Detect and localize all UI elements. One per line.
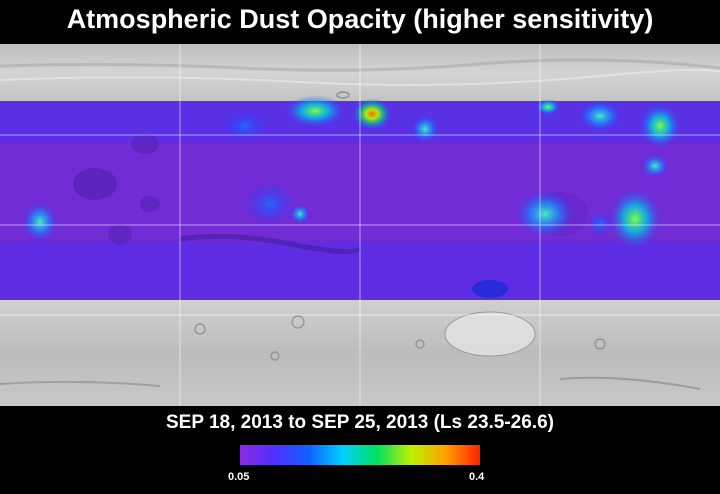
map-svg [0,44,720,406]
mars-dust-map [0,44,720,406]
page-title: Atmospheric Dust Opacity (higher sensiti… [66,4,654,34]
colorbar-min-label: 0.05 [228,471,250,483]
opacity-colorbar [240,445,480,465]
graticule [0,44,720,406]
colorbar-max-label: 0.4 [469,471,485,483]
date-range-label: SEP 18, 2013 to SEP 25, 2013 (Ls 23.5-26… [166,412,554,433]
